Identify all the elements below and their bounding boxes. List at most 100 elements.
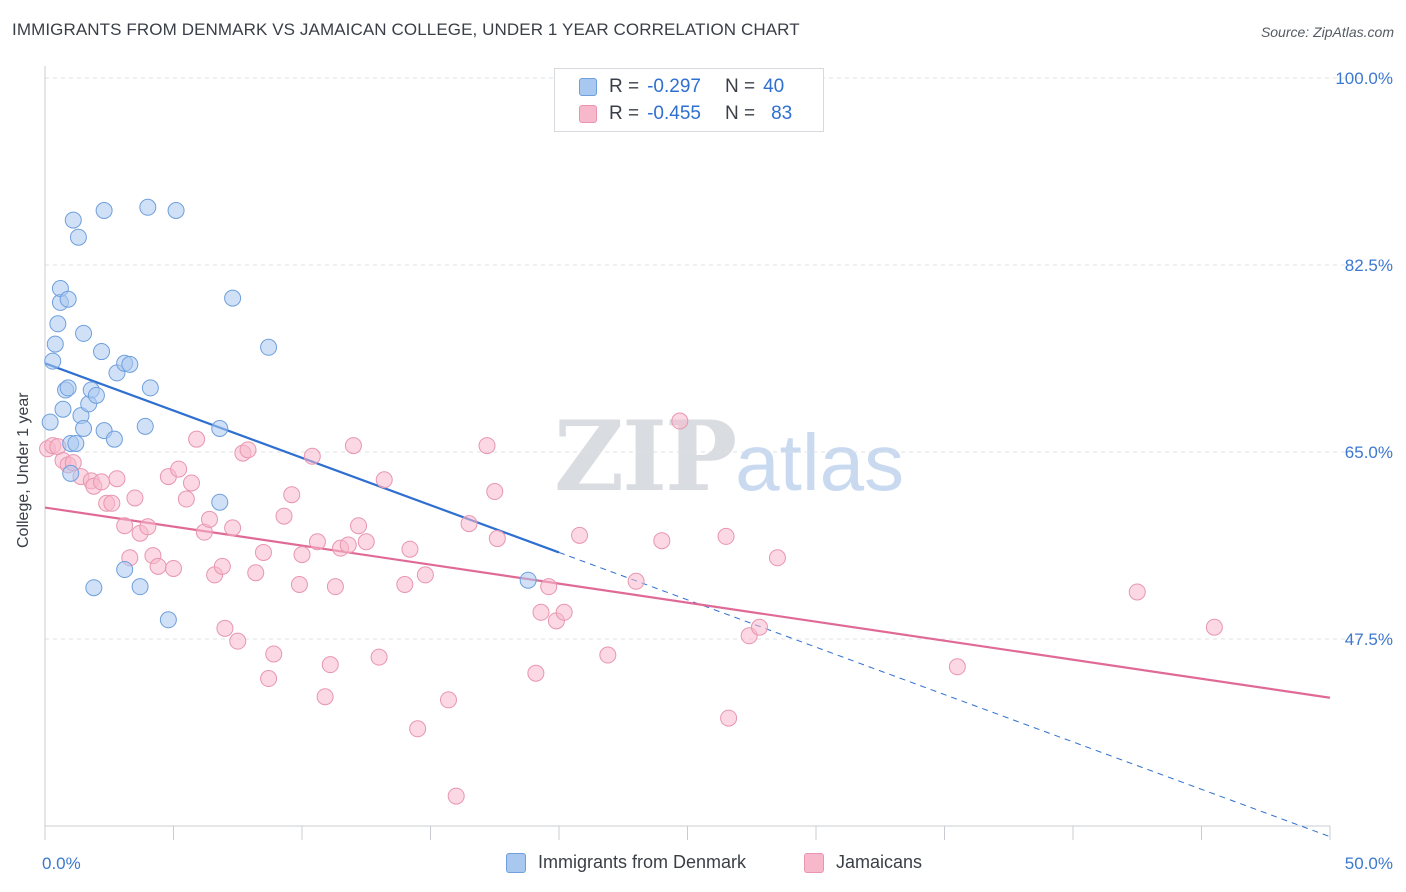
legend-r-label: R = [609,76,640,97]
data-point-jamaicans [316,688,334,706]
data-point-jamaicans [254,543,272,561]
data-point-jamaicans [326,578,344,596]
data-point-denmark [44,352,62,370]
data-point-denmark [116,561,134,579]
legend-swatch-jamaicans [804,852,824,873]
zipatlas-watermark: ZIPatlas [554,400,904,513]
data-point-denmark [95,202,113,220]
chart-source: Source: ZipAtlas.com [1260,24,1394,40]
data-point-jamaicans [283,486,301,504]
data-point-jamaicans [93,473,111,491]
grid-lines [45,77,1365,640]
data-point-jamaicans [350,517,368,535]
data-point-jamaicans [108,470,126,488]
legend-item-jamaicans[interactable]: Jamaicans [804,852,922,873]
data-point-denmark [64,211,82,229]
data-point-jamaicans [290,576,308,594]
data-point-denmark [54,400,72,418]
data-point-jamaicans [1128,583,1146,601]
data-point-denmark [87,386,105,404]
data-point-jamaicans [401,540,419,558]
data-point-jamaicans [768,549,786,567]
data-point-denmark [105,430,123,448]
legend-row-jamaicans: R = -0.455 N = 83 [579,102,792,126]
data-point-jamaicans [527,664,545,682]
data-point-denmark [139,198,157,216]
correlation-legend: R = -0.297 N = 40 R = -0.455 N = 83 [554,68,824,132]
data-point-jamaicans [396,576,414,594]
trend-line-jamaicans [44,506,1331,699]
data-point-jamaicans [599,646,617,664]
data-point-jamaicans [488,530,506,548]
data-point-denmark [69,228,87,246]
data-point-denmark [62,464,80,482]
data-point-jamaicans [260,670,278,688]
data-point-jamaicans [182,474,200,492]
data-point-jamaicans [239,441,257,459]
legend-n-value: 40 [763,76,785,97]
data-point-jamaicans [229,632,247,650]
tick-labels: 100.0% 82.5% 65.0% 47.5% 0.0% 50.0% [42,69,1393,873]
legend-r-label: R = [609,103,640,124]
data-point-jamaicans [409,720,427,738]
data-point-denmark [136,417,154,435]
data-point-denmark [159,611,177,629]
data-point-jamaicans [126,489,144,507]
data-point-jamaicans [321,656,339,674]
data-point-jamaicans [216,619,234,637]
data-point-jamaicans [116,517,134,535]
data-point-jamaicans [653,532,671,550]
series-legend: Immigrants from Denmark Jamaicans [0,852,1406,878]
data-point-jamaicans [213,557,231,575]
legend-swatch-denmark [579,78,597,96]
chart-title: IMMIGRANTS FROM DENMARK VS JAMAICAN COLL… [12,20,800,39]
data-point-denmark [59,379,77,397]
data-point-jamaicans [717,527,735,545]
data-points [39,198,1223,805]
legend-n-value: 83 [771,103,793,124]
x-tick-label: 0.0% [42,854,81,873]
legend-n-label: N = [724,103,756,124]
data-point-jamaicans [265,645,283,663]
data-point-jamaicans [370,648,388,666]
data-point-denmark [121,355,139,373]
data-point-jamaicans [750,618,768,636]
data-point-jamaicans [200,510,218,528]
legend-swatch-denmark [506,852,526,873]
data-point-jamaicans [275,507,293,525]
data-point-jamaicans [532,603,550,621]
legend-n-label: N = [724,76,756,97]
data-point-jamaicans [224,519,242,537]
data-point-jamaicans [1205,618,1223,636]
data-point-denmark [85,579,103,597]
legend-item-denmark[interactable]: Immigrants from Denmark [506,852,746,873]
data-point-jamaicans [139,518,157,536]
data-point-jamaicans [555,603,573,621]
data-point-jamaicans [165,559,182,577]
data-point-jamaicans [486,483,504,501]
data-point-jamaicans [447,787,465,805]
y-tick-label: 82.5% [1345,256,1393,275]
data-point-denmark [41,413,59,431]
data-point-jamaicans [460,515,478,533]
data-point-denmark [131,578,149,596]
data-point-jamaicans [303,447,321,465]
data-point-jamaicans [671,412,689,430]
y-axis-label: College, Under 1 year [15,392,32,548]
data-point-jamaicans [149,557,167,575]
legend-r-value: -0.297 [647,76,701,97]
data-point-jamaicans [627,572,645,590]
watermark-atlas: atlas [735,418,905,507]
data-point-jamaicans [188,430,206,448]
data-point-denmark [49,315,67,333]
y-tick-label: 47.5% [1345,630,1393,649]
data-point-jamaicans [170,460,188,478]
data-point-denmark [75,419,93,437]
data-point-jamaicans [357,533,375,551]
data-point-jamaicans [177,490,195,508]
data-point-jamaicans [478,437,496,455]
data-point-jamaicans [571,526,589,544]
data-point-denmark [75,324,93,342]
data-point-jamaicans [375,471,393,489]
x-tick-label: 50.0% [1345,854,1393,873]
